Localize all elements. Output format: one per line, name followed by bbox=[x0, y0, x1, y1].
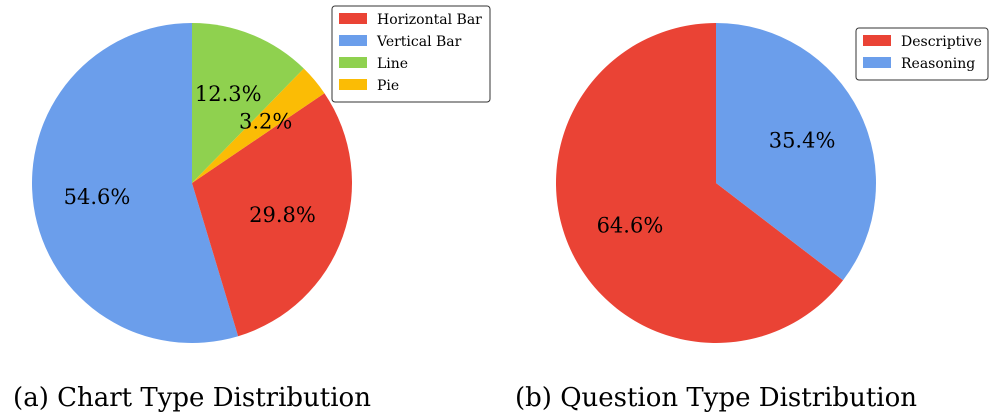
slice-descriptive bbox=[556, 23, 844, 344]
legend-label-horizontal-bar: Horizontal Bar bbox=[377, 12, 482, 28]
slice-pie bbox=[192, 68, 325, 183]
slice-line bbox=[192, 23, 304, 183]
legend-frame bbox=[331, 5, 491, 103]
legend-label-descriptive: Descriptive bbox=[901, 34, 982, 50]
legend-swatch-reasoning bbox=[863, 57, 891, 68]
pie-question-type-distribution: 64.6% 35.4% bbox=[556, 22, 876, 344]
pct-label-reasoning: 35.4% bbox=[769, 128, 836, 152]
pct-label-line: 12.3% bbox=[195, 82, 262, 106]
pct-label-pie: 3.2% bbox=[239, 109, 292, 133]
caption-chart-type-distribution: (a) Chart Type Distribution bbox=[13, 383, 371, 413]
legend-swatch-line bbox=[339, 57, 367, 68]
pct-label-horizontal-bar: 29.8% bbox=[249, 203, 316, 227]
legend-swatch-horizontal-bar bbox=[339, 13, 367, 24]
legend-label-vertical-bar: Vertical Bar bbox=[376, 34, 462, 50]
legend-label-line: Line bbox=[377, 56, 408, 72]
pct-label-vertical-bar: 54.6% bbox=[64, 185, 131, 209]
legend-question-type: Descriptive Reasoning bbox=[855, 27, 989, 81]
legend-swatch-pie bbox=[339, 79, 367, 90]
caption-question-type-distribution: (b) Question Type Distribution bbox=[515, 383, 917, 413]
legend-swatch-descriptive bbox=[863, 35, 891, 46]
legend-swatch-vertical-bar bbox=[339, 35, 367, 46]
slice-horizontal-bar bbox=[192, 93, 352, 337]
pie-chart-type-distribution: 54.6% 29.8% 3.2% 12.3% bbox=[32, 23, 352, 343]
legend-chart-type: Horizontal Bar Vertical Bar Line Pie bbox=[331, 5, 491, 103]
legend-label-pie: Pie bbox=[377, 78, 399, 94]
legend-label-reasoning: Reasoning bbox=[901, 56, 975, 72]
slice-reasoning bbox=[716, 22, 876, 281]
slice-vertical-bar bbox=[32, 23, 239, 343]
pct-label-descriptive: 64.6% bbox=[597, 214, 664, 238]
